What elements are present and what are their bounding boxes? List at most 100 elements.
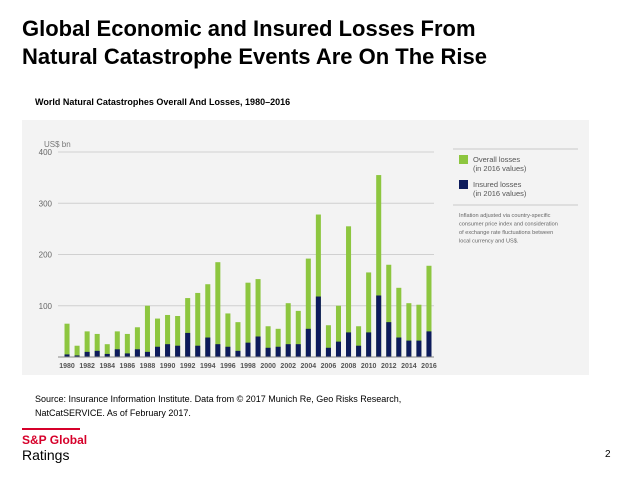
bar-overall-losses (255, 279, 261, 357)
brand-logo: S&P Global Ratings (22, 428, 87, 464)
bar-insured-losses (84, 351, 90, 357)
bar-overall-losses (386, 264, 392, 357)
x-tick-label: 2006 (321, 363, 337, 370)
legend-swatch (459, 180, 468, 189)
bar-insured-losses (386, 322, 392, 357)
bar-overall-losses (235, 322, 241, 357)
x-tick-label: 1994 (200, 363, 216, 370)
legend-label: Insured losses (473, 180, 522, 189)
bar-overall-losses (84, 331, 90, 357)
bar-overall-losses (124, 333, 130, 357)
x-tick-label: 2016 (421, 363, 437, 370)
bar-overall-losses (225, 313, 231, 357)
legend-sublabel: (in 2016 values) (473, 189, 527, 198)
bar-overall-losses (195, 292, 201, 357)
legend-label: Overall losses (473, 155, 520, 164)
inflation-note-line: of exchange rate fluctuations between (459, 230, 553, 236)
bar-overall-losses (134, 327, 140, 357)
bar-insured-losses (195, 345, 201, 357)
bars-layer (64, 175, 432, 357)
bar-overall-losses (165, 314, 171, 357)
bar-insured-losses (295, 344, 301, 357)
bar-insured-losses (155, 346, 161, 357)
bar-overall-losses (305, 258, 311, 357)
x-tick-label: 1996 (220, 363, 236, 370)
bar-overall-losses (376, 175, 382, 357)
bar-insured-losses (346, 332, 352, 357)
bar-insured-losses (426, 331, 432, 357)
bar-insured-losses (396, 337, 402, 357)
chart-panel: US$ bn 400 300 200 100 1980 1982 1984 1986 1988 19… (22, 120, 589, 375)
bar-insured-losses (175, 345, 181, 357)
inflation-note-line: local currency and US$. (459, 239, 519, 245)
bar-insured-losses (335, 341, 341, 357)
bar-insured-losses (114, 349, 120, 357)
bar-insured-losses (406, 340, 412, 357)
bar-overall-losses (114, 331, 120, 357)
source-note: Source: Insurance Information Institute.… (35, 392, 401, 420)
bar-overall-losses (144, 305, 150, 357)
bar-overall-losses (185, 298, 191, 357)
bar-overall-losses (155, 318, 161, 357)
bar-insured-losses (124, 353, 130, 357)
x-tick-label: 2000 (260, 363, 276, 370)
x-tick-label: 2008 (341, 363, 357, 370)
bar-insured-losses (205, 337, 211, 357)
bar-insured-losses (376, 295, 382, 357)
bar-insured-losses (275, 346, 281, 357)
x-tick-label: 2012 (381, 363, 397, 370)
bar-insured-losses (315, 296, 321, 357)
bar-overall-losses (335, 305, 341, 357)
x-tick-label: 2014 (401, 363, 417, 370)
bar-overall-losses (285, 303, 291, 357)
bar-insured-losses (104, 353, 110, 357)
x-tick-label: 1982 (79, 363, 95, 370)
bar-overall-losses (346, 226, 352, 357)
bar-insured-losses (356, 345, 362, 357)
brand-subtitle: Ratings (22, 447, 70, 463)
bar-insured-losses (245, 342, 251, 357)
x-tick-label: 2010 (361, 363, 377, 370)
inflation-note-line: consumer price index and consideration (459, 222, 558, 228)
x-tick-label: 1990 (160, 363, 176, 370)
inflation-note-line: Inflation adjusted via country-specific (459, 213, 551, 219)
y-unit-label: US$ bn (44, 140, 71, 149)
bar-overall-losses (265, 326, 271, 357)
x-tick-label: 1998 (240, 363, 256, 370)
source-line-2: NatCatSERVICE. As of February 2017. (35, 408, 191, 418)
bar-overall-losses (295, 310, 301, 357)
chart-title: World Natural Catastrophes Overall And L… (35, 97, 291, 107)
bar-insured-losses (215, 344, 221, 357)
bar-overall-losses (205, 284, 211, 357)
bar-overall-losses (406, 303, 412, 357)
bar-insured-losses (225, 346, 231, 357)
bar-insured-losses (265, 347, 271, 357)
title-line-1: Global Economic and Insured Losses From (22, 16, 476, 41)
x-tick-label: 2002 (280, 363, 296, 370)
bar-overall-losses (426, 265, 432, 357)
bar-insured-losses (285, 344, 291, 357)
bar-overall-losses (64, 323, 70, 357)
source-line-1: Source: Insurance Information Institute.… (35, 394, 402, 404)
bar-insured-losses (416, 340, 422, 357)
bar-insured-losses (366, 332, 372, 357)
legend-swatch (459, 155, 468, 164)
bar-insured-losses (134, 349, 140, 357)
page-number: 2 (605, 449, 611, 460)
bar-overall-losses (275, 328, 281, 357)
x-tick-label: 1992 (180, 363, 196, 370)
bar-overall-losses (366, 272, 372, 357)
y-tick-label: 400 (39, 148, 53, 157)
bar-insured-losses (235, 350, 241, 357)
bar-overall-losses (104, 344, 110, 357)
bar-overall-losses (325, 325, 331, 357)
y-tick-label: 200 (39, 251, 53, 260)
title-line-2: Natural Catastrophe Events Are On The Ri… (22, 44, 487, 69)
bar-insured-losses (255, 336, 261, 357)
brand-name: S&P Global (22, 433, 88, 447)
logo-accent-line (22, 428, 80, 430)
y-tick-label: 300 (39, 199, 53, 208)
bar-overall-losses (416, 304, 422, 357)
bar-overall-losses (74, 345, 80, 357)
